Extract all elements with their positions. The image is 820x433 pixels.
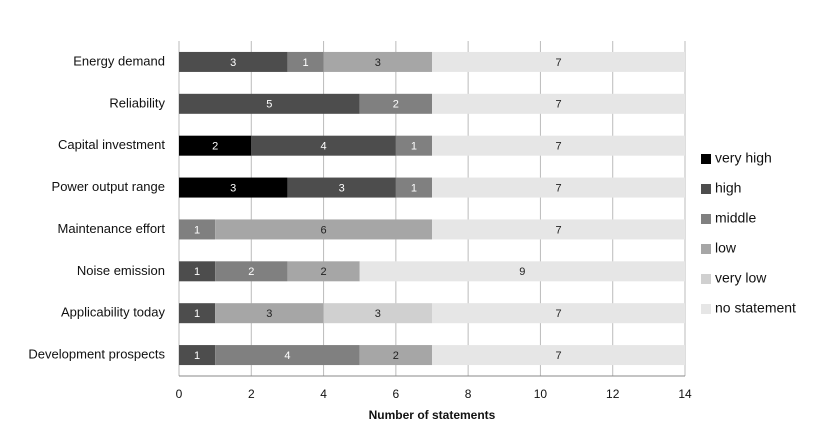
- data-label: 7: [555, 141, 561, 153]
- bar-segment: [395, 177, 432, 198]
- legend-label: no statement: [715, 300, 796, 316]
- x-tick-label: 6: [393, 387, 400, 401]
- bar-segment: [432, 303, 685, 324]
- legend-label: high: [715, 180, 741, 196]
- bar-segment: [432, 219, 685, 240]
- bar-segment: [179, 51, 288, 72]
- y-tick-label: Capital investment: [58, 137, 165, 152]
- bar-segment: [359, 261, 685, 282]
- x-tick-label: 0: [176, 387, 183, 401]
- legend-swatch: [701, 244, 711, 254]
- legend-swatch: [701, 154, 711, 164]
- y-tick-label: Development prospects: [28, 347, 165, 362]
- y-tick-label: Power output range: [52, 179, 165, 194]
- bar-segment: [359, 93, 432, 114]
- data-label: 7: [555, 308, 561, 320]
- bar-segment: [323, 303, 432, 324]
- data-label: 1: [302, 57, 308, 69]
- x-tick-label: 2: [248, 387, 255, 401]
- data-label: 7: [555, 99, 561, 111]
- bar-segment: [215, 261, 288, 282]
- bar-segment: [179, 135, 252, 156]
- data-label: 3: [266, 308, 272, 320]
- y-tick-label: Reliability: [109, 95, 165, 110]
- data-label: 7: [555, 57, 561, 69]
- bar-segment: [432, 135, 685, 156]
- bar-segment: [179, 219, 216, 240]
- bar-segment: [251, 135, 396, 156]
- data-label: 7: [555, 350, 561, 362]
- x-tick-label: 8: [465, 387, 472, 401]
- y-tick-label: Applicability today: [61, 305, 166, 320]
- data-label: 3: [375, 57, 381, 69]
- bar-segment: [287, 177, 396, 198]
- legend-label: very low: [715, 270, 767, 286]
- data-label: 3: [230, 57, 236, 69]
- x-tick-label: 10: [534, 387, 548, 401]
- legend-label: middle: [715, 210, 756, 226]
- bar-segment: [432, 345, 685, 366]
- data-label: 2: [248, 266, 254, 278]
- bar-segment: [179, 303, 216, 324]
- legend-label: low: [715, 240, 737, 256]
- data-label: 5: [266, 99, 272, 111]
- data-label: 3: [339, 182, 345, 194]
- data-label: 3: [375, 308, 381, 320]
- bar-segment: [215, 303, 324, 324]
- bar-segment: [287, 261, 360, 282]
- bar-segment: [215, 345, 360, 366]
- bar-segment: [287, 51, 324, 72]
- bar-segment: [179, 345, 216, 366]
- bar-segment: [432, 177, 685, 198]
- legend-swatch: [701, 184, 711, 194]
- data-label: 1: [194, 308, 200, 320]
- bar-segment: [179, 93, 360, 114]
- data-label: 4: [284, 350, 290, 362]
- data-label: 3: [230, 182, 236, 194]
- legend-swatch: [701, 274, 711, 284]
- y-tick-label: Noise emission: [77, 263, 165, 278]
- x-axis-label: Number of statements: [369, 408, 496, 422]
- legend-swatch: [701, 304, 711, 314]
- data-label: 7: [555, 182, 561, 194]
- data-label: 2: [393, 99, 399, 111]
- bar-segment: [432, 93, 685, 114]
- legend-swatch: [701, 214, 711, 224]
- data-label: 2: [212, 141, 218, 153]
- y-tick-label: Maintenance effort: [58, 221, 166, 236]
- data-label: 1: [411, 141, 417, 153]
- data-label: 4: [321, 141, 327, 153]
- bar-segment: [179, 261, 216, 282]
- x-tick-label: 12: [606, 387, 620, 401]
- bar-segment: [432, 51, 685, 72]
- x-tick-label: 4: [320, 387, 327, 401]
- data-label: 2: [393, 350, 399, 362]
- y-tick-label: Energy demand: [73, 53, 165, 68]
- data-label: 6: [321, 224, 327, 236]
- bar-segment: [395, 135, 432, 156]
- bar-segment: [215, 219, 432, 240]
- data-label: 1: [194, 350, 200, 362]
- data-label: 1: [194, 266, 200, 278]
- bar-segment: [323, 51, 432, 72]
- legend-label: very high: [715, 150, 772, 166]
- x-tick-label: 14: [678, 387, 692, 401]
- data-label: 1: [194, 224, 200, 236]
- data-label: 2: [321, 266, 327, 278]
- data-label: 7: [555, 224, 561, 236]
- bar-segment: [179, 177, 288, 198]
- data-label: 1: [411, 182, 417, 194]
- bar-segment: [359, 345, 432, 366]
- data-label: 9: [519, 266, 525, 278]
